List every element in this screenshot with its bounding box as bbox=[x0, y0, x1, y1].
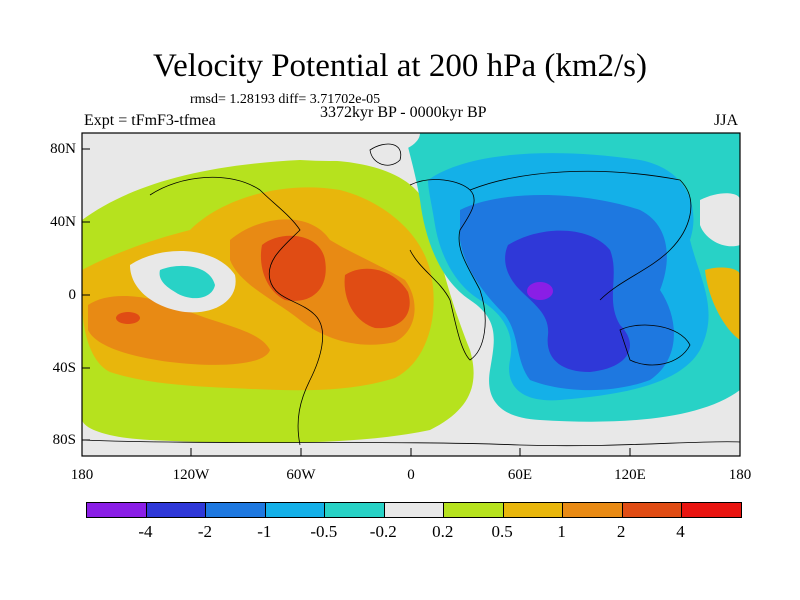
lat-label: 40N bbox=[50, 214, 76, 230]
lon-label: 180 bbox=[728, 467, 752, 483]
colorbar-swatch bbox=[621, 503, 682, 517]
lat-label: 40S bbox=[52, 360, 76, 376]
contour-positive-max-b bbox=[344, 268, 410, 329]
lon-label: 0 bbox=[407, 467, 415, 483]
lat-label: 80S bbox=[52, 432, 76, 448]
contour-arctic-neutral bbox=[82, 133, 420, 175]
contour-negative-strong bbox=[505, 230, 630, 372]
lon-label: 60E bbox=[507, 467, 533, 483]
colorbar bbox=[86, 502, 742, 518]
period-text: 3372kyr BP - 0000kyr BP bbox=[320, 104, 487, 121]
contour-negative-peak bbox=[527, 282, 553, 300]
season-text: JJA bbox=[714, 112, 739, 129]
lon-label: 180 bbox=[70, 467, 94, 483]
colorbar-swatch bbox=[264, 503, 325, 517]
contour-east-positive bbox=[705, 267, 740, 340]
contour-pacific-negative bbox=[159, 265, 215, 299]
colorbar-label: 0.5 bbox=[491, 522, 513, 541]
colorbar-label: 4 bbox=[676, 522, 685, 541]
colorbar-swatch bbox=[145, 503, 206, 517]
colorbar-label: -1 bbox=[257, 522, 272, 541]
colorbar-label: 1 bbox=[557, 522, 566, 541]
experiment-text: Expt = tFmF3-tfmea bbox=[84, 112, 216, 129]
colorbar-swatch bbox=[205, 503, 265, 517]
colorbar-swatch bbox=[324, 503, 384, 517]
lat-label: 0 bbox=[68, 287, 77, 303]
colorbar-label: 0.2 bbox=[432, 522, 454, 541]
contour-positive-max-a bbox=[260, 235, 326, 301]
contour-field bbox=[82, 133, 740, 456]
map-ticks bbox=[81, 148, 741, 456]
colorbar-swatch bbox=[87, 503, 146, 517]
stats-text: rmsd= 1.28193 diff= 3.71702e-05 bbox=[190, 92, 381, 107]
lon-label: 120E bbox=[614, 467, 646, 483]
contour-north-pacific-neutral bbox=[700, 193, 740, 247]
colorbar-swatch bbox=[562, 503, 622, 517]
map-title: Velocity Potential at 200 hPa (km2/s) bbox=[152, 48, 648, 84]
lon-label: 60W bbox=[286, 467, 316, 483]
colorbar-swatch bbox=[681, 503, 742, 517]
colorbar-swatch bbox=[443, 503, 503, 517]
coastlines bbox=[82, 143, 740, 447]
colorbar-label: 2 bbox=[616, 522, 626, 541]
lat-label: 80N bbox=[50, 141, 76, 157]
lon-label: 120W bbox=[172, 467, 210, 483]
colorbar-label: -2 bbox=[197, 522, 212, 541]
colorbar-swatch bbox=[383, 503, 444, 517]
contour-positive-peak bbox=[116, 312, 140, 324]
colorbar-label: -0.2 bbox=[369, 522, 397, 541]
colorbar-label: -0.5 bbox=[310, 522, 338, 541]
colorbar-label: -4 bbox=[138, 522, 153, 541]
colorbar-swatch bbox=[502, 503, 563, 517]
